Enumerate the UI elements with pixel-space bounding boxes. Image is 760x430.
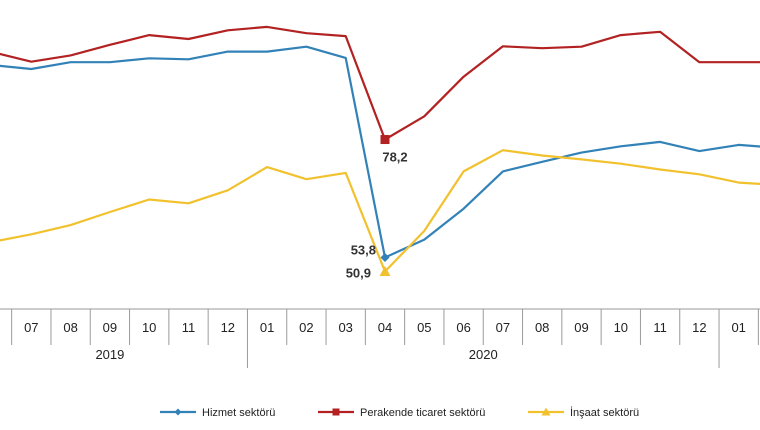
- data-labels: 78,2 53,8 50,9: [346, 135, 408, 280]
- data-point-marker: [380, 252, 390, 262]
- series-0: [0, 45, 760, 259]
- x-tick-label: 10: [142, 320, 156, 335]
- series-1: [0, 25, 760, 141]
- data-label: 50,9: [346, 265, 371, 280]
- x-axis: 0607080910111201020304050607080910111201…: [0, 308, 760, 368]
- series-2: [0, 149, 760, 273]
- series-line: [0, 149, 760, 273]
- year-label: 2020: [469, 347, 498, 362]
- series-line: [0, 25, 760, 141]
- legend-marker: [541, 407, 551, 416]
- x-tick-label: 01: [260, 320, 274, 335]
- series-line: [0, 45, 760, 259]
- x-tick-label: 10: [614, 320, 628, 335]
- data-label: 53,8: [351, 242, 376, 257]
- x-tick-label: 05: [417, 320, 431, 335]
- x-tick-label: 12: [221, 320, 235, 335]
- x-tick-label: 06: [456, 320, 470, 335]
- data-point-marker: [380, 135, 390, 145]
- data-point-marker: [379, 265, 391, 276]
- x-tick-label: 07: [24, 320, 38, 335]
- x-tick-label: 04: [378, 320, 392, 335]
- x-tick-label: 07: [496, 320, 510, 335]
- legend-item: Perakende ticaret sektörü: [318, 407, 485, 419]
- x-tick-label: 11: [182, 320, 196, 335]
- x-tick-label: 09: [103, 320, 117, 335]
- legend-label: İnşaat sektörü: [570, 406, 639, 419]
- x-tick-label: 11: [653, 320, 667, 335]
- legend-item: Hizmet sektörü: [160, 407, 275, 419]
- legend-item: İnşaat sektörü: [528, 406, 639, 419]
- x-tick-label: 09: [574, 320, 588, 335]
- x-tick-label: 03: [338, 320, 352, 335]
- x-tick-label: 08: [63, 320, 77, 335]
- x-tick-label: 02: [299, 320, 313, 335]
- data-label: 78,2: [382, 150, 407, 165]
- x-tick-label: 12: [692, 320, 706, 335]
- legend-marker: [332, 408, 340, 416]
- legend: Hizmet sektörü Perakende ticaret sektörü İ…: [160, 406, 639, 419]
- legend-marker: [174, 408, 182, 416]
- series-lines: [0, 25, 760, 273]
- legend-label: Perakende ticaret sektörü: [360, 407, 485, 419]
- x-tick-label: 01: [731, 320, 745, 335]
- x-tick-label: 08: [535, 320, 549, 335]
- year-label: 2019: [95, 347, 124, 362]
- legend-label: Hizmet sektörü: [202, 407, 275, 419]
